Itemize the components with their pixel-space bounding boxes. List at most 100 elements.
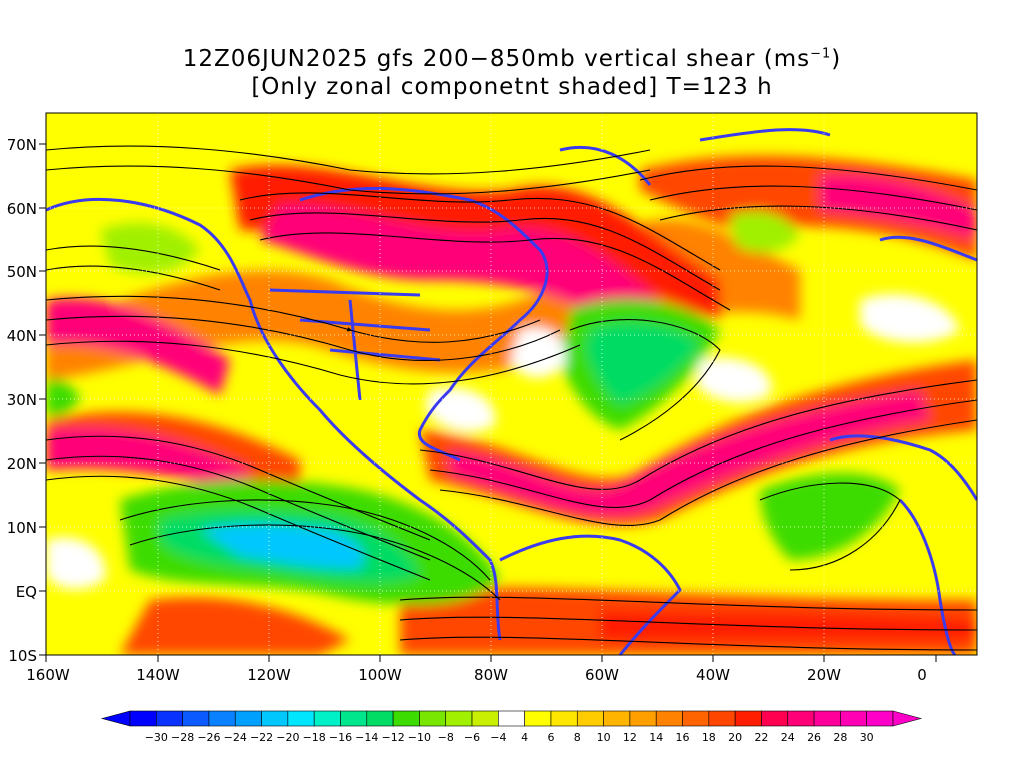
colorbar-labels: −30 −28 −26 −24 −22 −20 −18 −16 −14 −12 −10 −8 −6 −4 4… <box>145 731 874 744</box>
colorbar-cell <box>708 710 736 727</box>
streamline <box>46 475 431 581</box>
lat-label: 20N <box>7 455 37 473</box>
streamlines <box>46 145 977 651</box>
coastline-europe <box>879 235 977 262</box>
colorbar-label: −24 <box>224 731 247 744</box>
colorbar-label: 4 <box>521 731 528 744</box>
coastline-south-america-north <box>499 534 682 655</box>
colorbar-cells <box>100 710 923 727</box>
colorbar-cell <box>234 710 262 727</box>
colorbar-label: −18 <box>303 731 326 744</box>
colorbar-label: 28 <box>833 731 847 744</box>
streamline <box>569 319 721 441</box>
streamline <box>46 435 431 541</box>
streamline <box>46 265 221 291</box>
colorbar-label: −8 <box>438 731 454 744</box>
colorbar-label: −12 <box>381 731 404 744</box>
streamline <box>429 399 977 508</box>
streamline <box>399 636 977 651</box>
streamline <box>46 455 431 561</box>
colorbar-cell <box>445 710 473 727</box>
title-line-2: [Only zonal componetnt shaded] T=123 h <box>251 74 773 100</box>
colorbar-label: −6 <box>464 731 480 744</box>
colorbar-cell <box>261 710 289 727</box>
colorbar-cell <box>813 710 841 727</box>
lat-label: 50N <box>7 263 37 281</box>
lat-label: 10N <box>7 519 37 537</box>
streamline <box>46 315 561 361</box>
streamline <box>46 165 651 195</box>
map-frame <box>45 112 978 656</box>
colorbar-cell <box>471 710 499 727</box>
colorbar-label: 14 <box>649 731 663 744</box>
state-borders <box>269 288 441 401</box>
colorbar-cell <box>287 710 315 727</box>
streamline <box>399 596 977 611</box>
streamline <box>399 616 977 631</box>
streamline <box>46 145 651 175</box>
coastline-africa-west <box>898 498 957 655</box>
colorbar-cell <box>182 710 210 727</box>
lon-label: 40W <box>696 666 730 684</box>
colorbar-label: 8 <box>574 731 581 744</box>
latitude-labels: 70N 60N 50N 40N 30N 20N 10N EQ 10S <box>7 136 37 665</box>
lat-label: 40N <box>7 327 37 345</box>
streamline <box>649 185 977 211</box>
lon-label: 120W <box>247 666 291 684</box>
streamline <box>46 295 541 343</box>
colorbar-cell <box>576 710 604 727</box>
streamline <box>639 165 977 191</box>
lon-label: 0 <box>917 666 927 684</box>
colorbar-cell <box>603 710 631 727</box>
title-suffix: ) <box>831 46 842 72</box>
colorbar-cell <box>761 710 789 727</box>
streamline <box>46 245 221 271</box>
colorbar-cell <box>313 710 341 727</box>
streamline <box>659 205 977 231</box>
coastline-greenland <box>559 145 652 186</box>
lon-label: 160W <box>26 666 70 684</box>
colorbar-label: −28 <box>171 731 194 744</box>
title-line-1: 12Z06JUN2025 gfs 200−850mb vertical shea… <box>0 46 1024 72</box>
streamline <box>759 482 901 571</box>
lon-label: 60W <box>585 666 619 684</box>
colorbar-label: −22 <box>250 731 273 744</box>
colorbar-cell <box>419 710 447 727</box>
colorbar-cell <box>208 710 236 727</box>
colorbar-label: −26 <box>197 731 220 744</box>
axis-ticks <box>39 143 937 662</box>
longitude-labels: 160W 140W 120W 100W 80W 60W 40W 20W 0 <box>26 666 927 684</box>
colorbar-cell <box>129 710 157 727</box>
streamline <box>259 232 731 311</box>
colorbar-label: −14 <box>355 731 378 744</box>
colorbar-cell <box>629 710 657 727</box>
lon-label: 140W <box>136 666 180 684</box>
colorbar-label: 26 <box>807 731 821 744</box>
colorbar-label: −10 <box>408 731 431 744</box>
lat-label: 60N <box>7 200 37 218</box>
colorbar-cell <box>682 710 710 727</box>
coastline-americas-west <box>46 197 502 641</box>
title-prefix: 12Z06JUN2025 gfs 200−850mb vertical shea… <box>182 46 811 72</box>
streamline <box>119 499 491 581</box>
colorbar-label: 24 <box>781 731 795 744</box>
colorbar-cell <box>840 710 867 727</box>
colorbar-cell <box>734 710 762 727</box>
colorbar-cell <box>340 710 368 727</box>
streamline <box>239 192 721 271</box>
colorbar-cell <box>655 710 683 727</box>
streamline <box>419 379 977 490</box>
streamline <box>46 340 581 385</box>
colorbar-cell <box>156 710 183 727</box>
colorbar-cell <box>366 710 394 727</box>
colorbar-cell <box>392 710 420 727</box>
colorbar-label: −16 <box>329 731 352 744</box>
streamline <box>129 524 501 601</box>
colorbar-label: −4 <box>490 731 506 744</box>
colorbar-label: 6 <box>547 731 554 744</box>
coastline-arctic <box>699 128 831 142</box>
map-plot-area <box>46 113 977 655</box>
colorbar-label: 12 <box>623 731 637 744</box>
colorbar-label: 30 <box>860 731 874 744</box>
